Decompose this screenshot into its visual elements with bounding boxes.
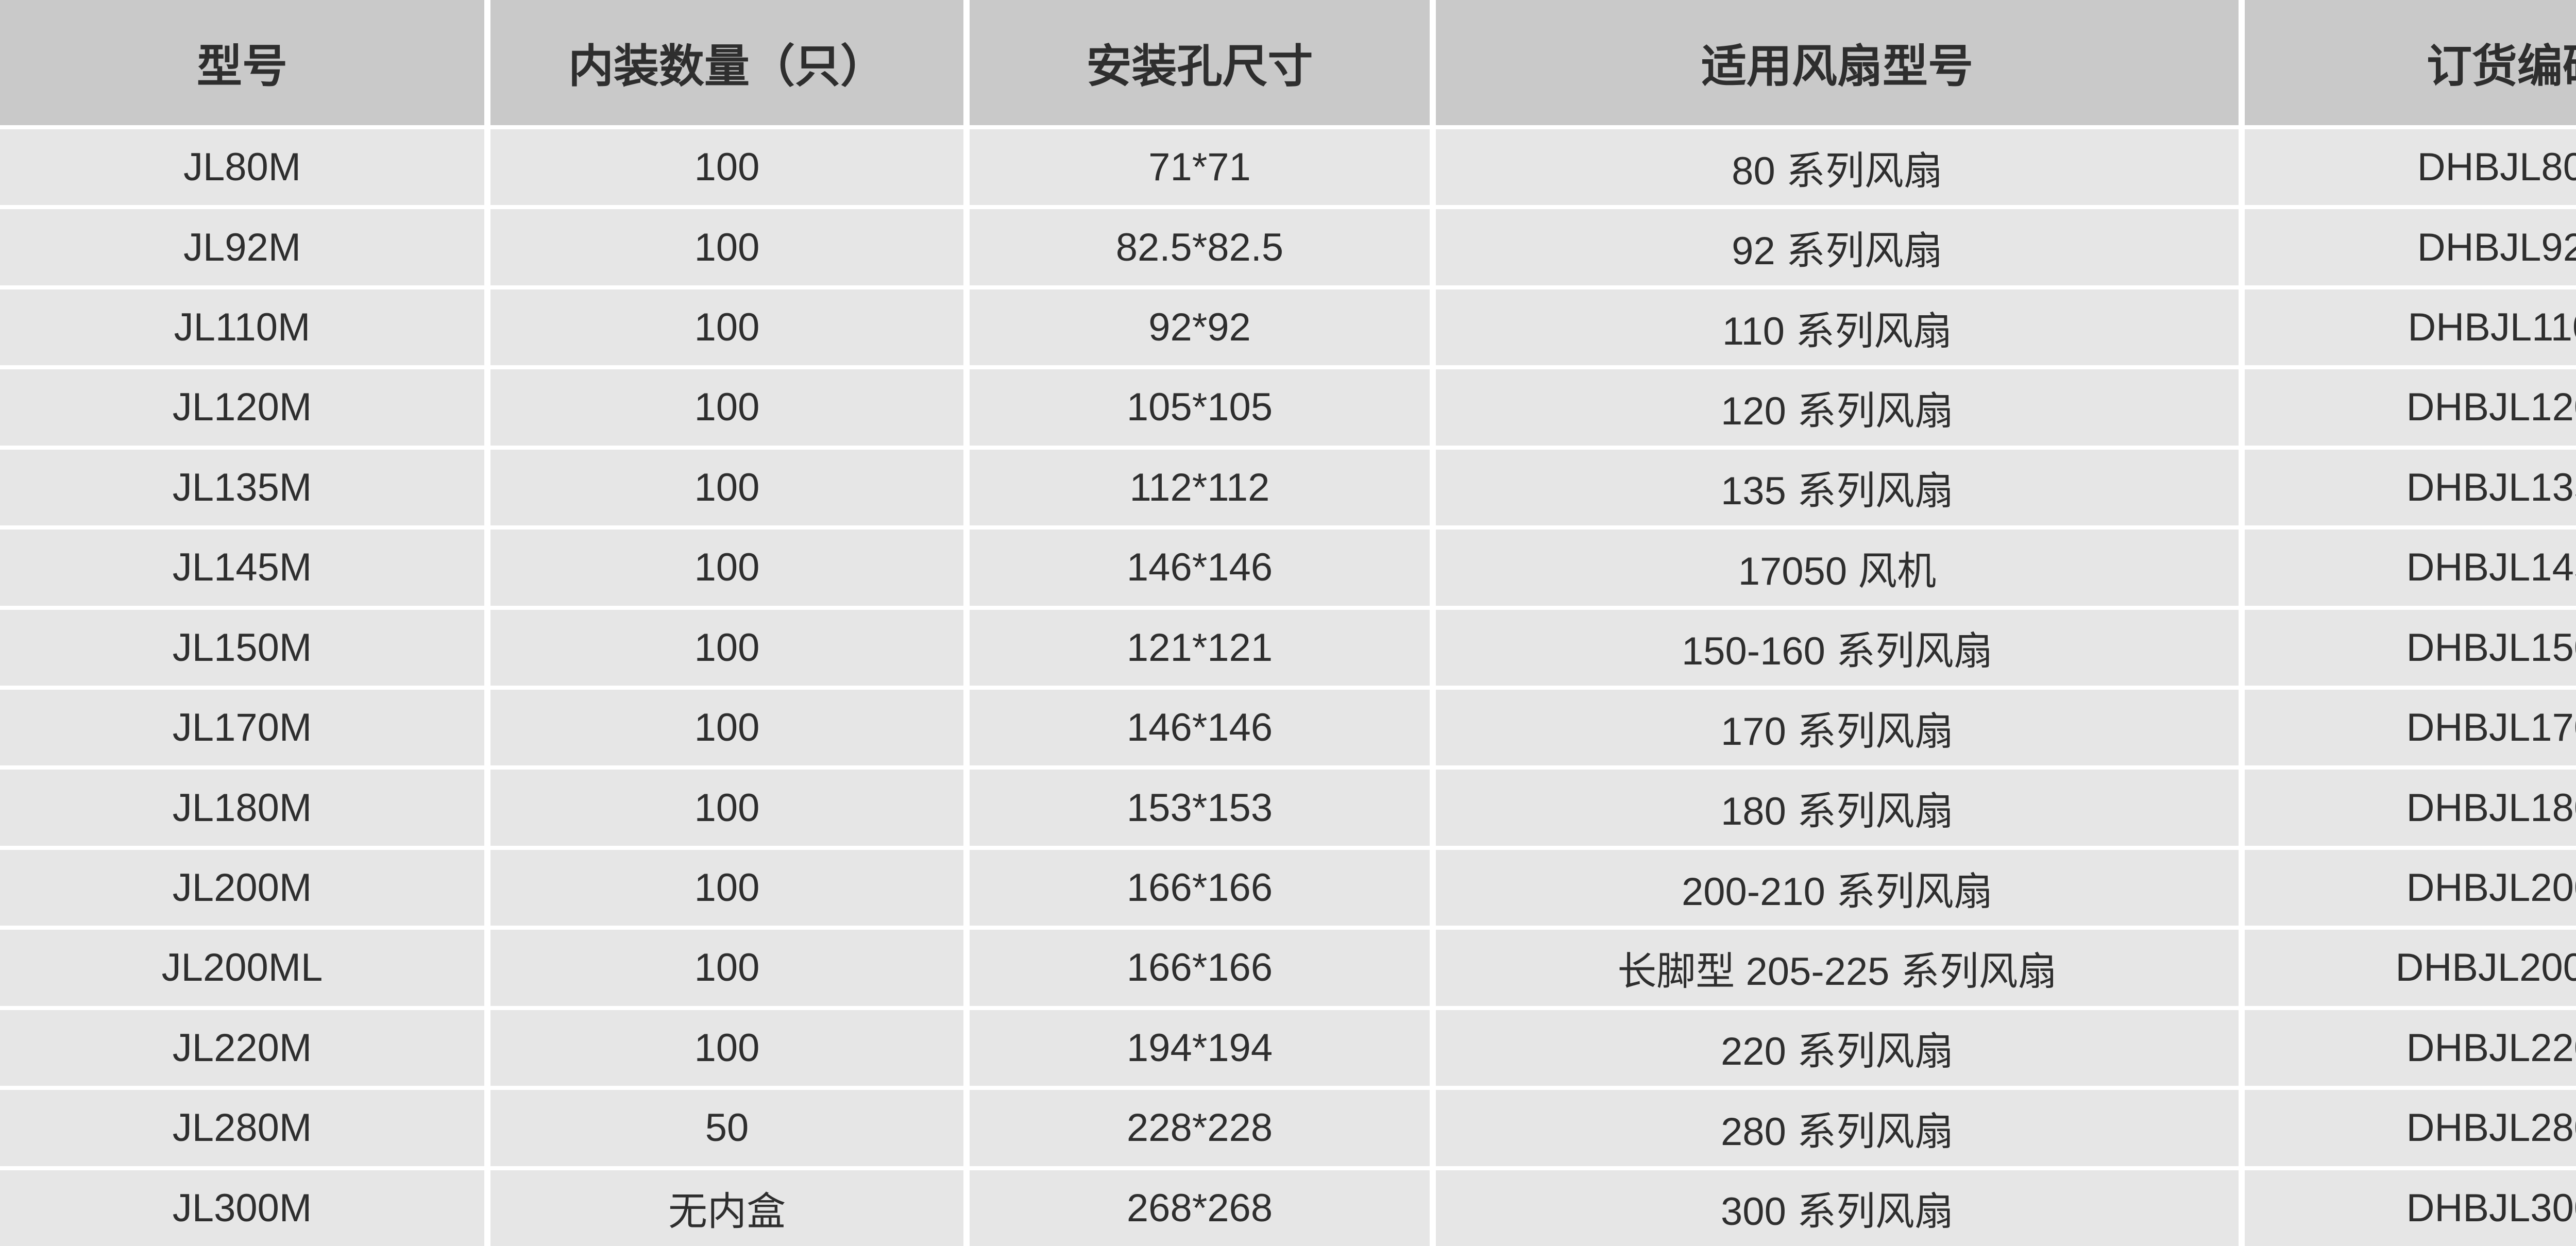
cell-model: JL180M [0, 770, 484, 846]
cell-inner-quantity: 100 [490, 690, 963, 766]
cell-order-code: DHBJL150M [2245, 609, 2576, 686]
cell-order-code: DHBJL220M [2245, 1010, 2576, 1086]
column-header-hole-size: 安装孔尺寸 [970, 0, 1430, 125]
cell-inner-quantity: 100 [490, 129, 963, 206]
cell-order-code: DHBJL170M [2245, 690, 2576, 766]
cell-fan-model: 170 系列风扇 [1436, 690, 2239, 766]
cell-order-code: DHBJL180M [2245, 770, 2576, 846]
cell-model: JL145M [0, 530, 484, 606]
cell-model: JL220M [0, 1010, 484, 1086]
cell-fan-model: 长脚型 205-225 系列风扇 [1436, 930, 2239, 1006]
cell-order-code: DHBJL280M [2245, 1090, 2576, 1166]
cell-order-code: DHBJL200M [2245, 849, 2576, 926]
cell-inner-quantity: 100 [490, 369, 963, 446]
cell-model: JL200ML [0, 930, 484, 1006]
column-header-order-code: 订货编码 [2245, 0, 2576, 125]
cell-fan-model: 150-160 系列风扇 [1436, 609, 2239, 686]
cell-fan-model: 80 系列风扇 [1436, 129, 2239, 206]
cell-fan-model: 300 系列风扇 [1436, 1170, 2239, 1246]
cell-inner-quantity: 100 [490, 209, 963, 285]
column-header-model: 型号 [0, 0, 484, 125]
cell-hole-size: 105*105 [970, 369, 1430, 446]
cell-fan-model: 120 系列风扇 [1436, 369, 2239, 446]
cell-model: JL135M [0, 449, 484, 526]
cell-inner-quantity: 100 [490, 449, 963, 526]
cell-model: JL92M [0, 209, 484, 285]
cell-inner-quantity: 100 [490, 930, 963, 1006]
cell-order-code: DHBJL110M [2245, 289, 2576, 366]
cell-order-code: DHBJL300M [2245, 1170, 2576, 1246]
cell-fan-model: 92 系列风扇 [1436, 209, 2239, 285]
cell-inner-quantity: 100 [490, 770, 963, 846]
cell-hole-size: 228*228 [970, 1090, 1430, 1166]
cell-model: JL120M [0, 369, 484, 446]
cell-inner-quantity: 100 [490, 1010, 963, 1086]
cell-hole-size: 268*268 [970, 1170, 1430, 1246]
cell-hole-size: 146*146 [970, 690, 1430, 766]
cell-hole-size: 82.5*82.5 [970, 209, 1430, 285]
cell-model: JL280M [0, 1090, 484, 1166]
cell-hole-size: 71*71 [970, 129, 1430, 206]
cell-inner-quantity: 100 [490, 609, 963, 686]
cell-order-code: DHBJL120M [2245, 369, 2576, 446]
cell-model: JL300M [0, 1170, 484, 1246]
cell-hole-size: 166*166 [970, 930, 1430, 1006]
cell-fan-model: 280 系列风扇 [1436, 1090, 2239, 1166]
cell-order-code: DHBJL135M [2245, 449, 2576, 526]
cell-model: JL170M [0, 690, 484, 766]
cell-hole-size: 166*166 [970, 849, 1430, 926]
cell-model: JL80M [0, 129, 484, 206]
cell-order-code: DHBJL92M [2245, 209, 2576, 285]
cell-hole-size: 194*194 [970, 1010, 1430, 1086]
cell-fan-model: 180 系列风扇 [1436, 770, 2239, 846]
cell-model: JL150M [0, 609, 484, 686]
cell-inner-quantity: 无内盒 [490, 1170, 963, 1246]
column-header-inner-quantity: 内装数量（只） [490, 0, 963, 125]
cell-inner-quantity: 100 [490, 289, 963, 366]
cell-order-code: DHBJL200ML [2245, 930, 2576, 1006]
cell-fan-model: 17050 风机 [1436, 530, 2239, 606]
cell-inner-quantity: 100 [490, 849, 963, 926]
cell-hole-size: 92*92 [970, 289, 1430, 366]
cell-hole-size: 146*146 [970, 530, 1430, 606]
cell-hole-size: 112*112 [970, 449, 1430, 526]
cell-fan-model: 135 系列风扇 [1436, 449, 2239, 526]
cell-fan-model: 110 系列风扇 [1436, 289, 2239, 366]
cell-fan-model: 220 系列风扇 [1436, 1010, 2239, 1086]
cell-fan-model: 200-210 系列风扇 [1436, 849, 2239, 926]
cell-order-code: DHBJL80M [2245, 129, 2576, 206]
cell-model: JL110M [0, 289, 484, 366]
cell-inner-quantity: 100 [490, 530, 963, 606]
column-header-fan-model: 适用风扇型号 [1436, 0, 2239, 125]
cell-order-code: DHBJL145M [2245, 530, 2576, 606]
cell-hole-size: 121*121 [970, 609, 1430, 686]
cell-inner-quantity: 50 [490, 1090, 963, 1166]
cell-model: JL200M [0, 849, 484, 926]
cell-hole-size: 153*153 [970, 770, 1430, 846]
